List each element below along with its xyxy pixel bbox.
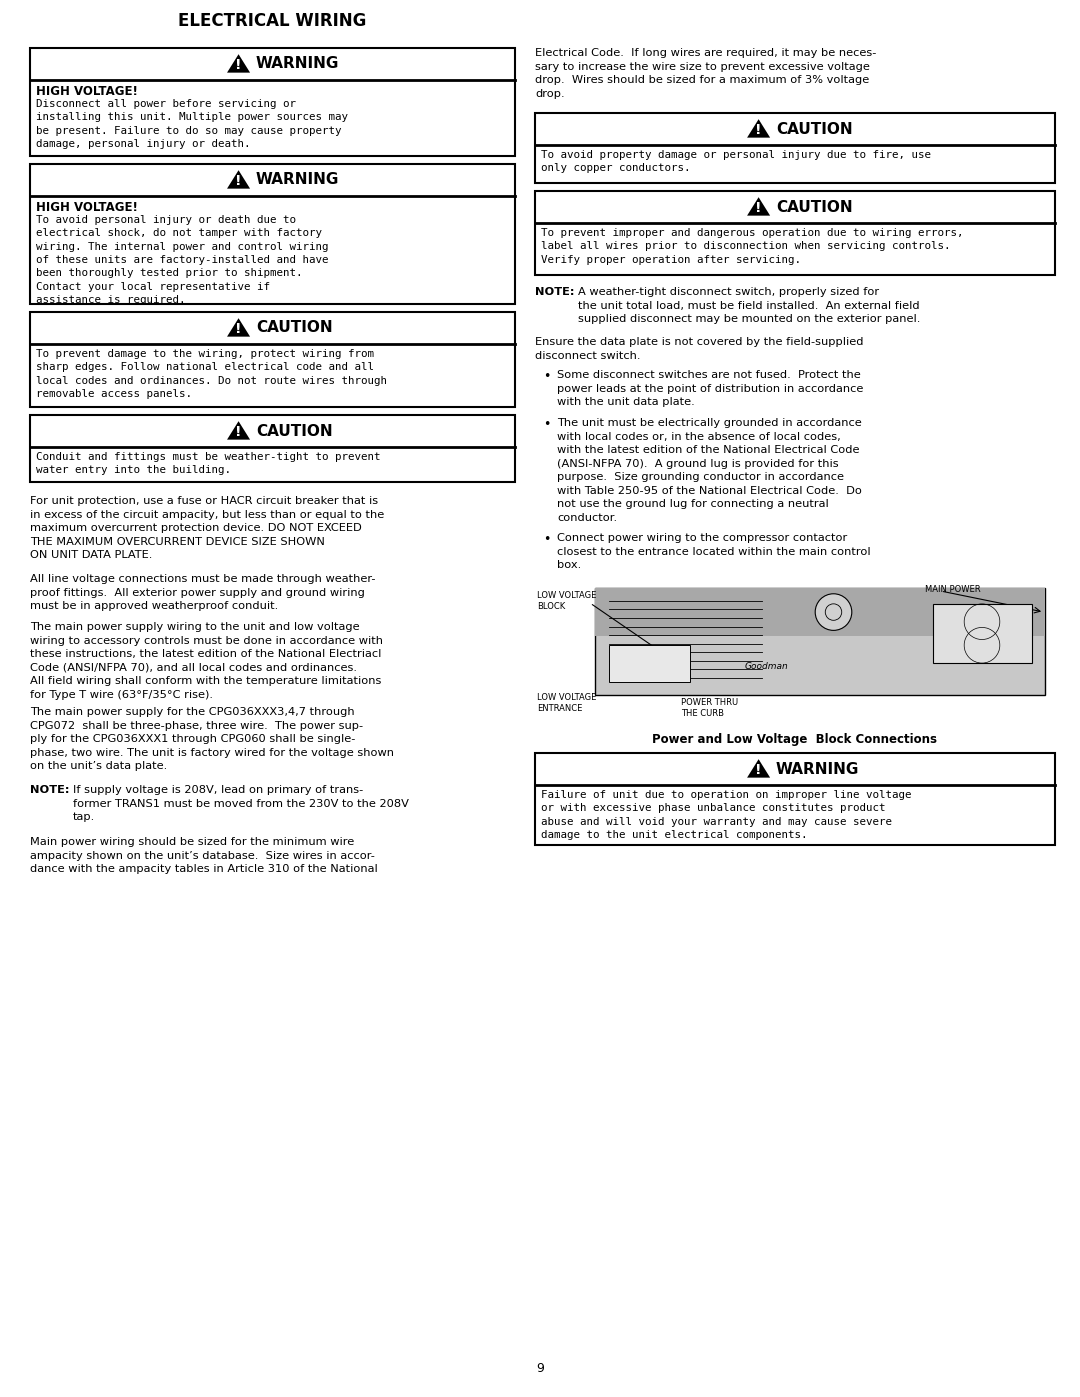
Text: To prevent improper and dangerous operation due to wiring errors,
label all wire: To prevent improper and dangerous operat…	[541, 228, 963, 264]
Text: CAUTION: CAUTION	[775, 122, 852, 137]
Text: Disconnect all power before servicing or
installing this unit. Multiple power so: Disconnect all power before servicing or…	[36, 99, 348, 149]
Polygon shape	[747, 197, 770, 215]
FancyBboxPatch shape	[535, 191, 1055, 275]
FancyBboxPatch shape	[595, 588, 1045, 694]
Text: For unit protection, use a fuse or HACR circuit breaker that is
in excess of the: For unit protection, use a fuse or HACR …	[30, 496, 384, 560]
Polygon shape	[227, 170, 251, 189]
Text: 9: 9	[536, 1362, 544, 1375]
FancyBboxPatch shape	[30, 47, 515, 156]
Text: Electrical Code.  If long wires are required, it may be neces-
sary to increase : Electrical Code. If long wires are requi…	[535, 47, 876, 99]
FancyBboxPatch shape	[535, 113, 1055, 183]
FancyBboxPatch shape	[30, 415, 515, 482]
Text: Power and Low Voltage  Block Connections: Power and Low Voltage Block Connections	[652, 733, 937, 746]
Text: POWER THRU
THE CURB: POWER THRU THE CURB	[680, 698, 738, 718]
Polygon shape	[227, 422, 251, 440]
Text: !: !	[755, 123, 761, 137]
Text: •: •	[543, 534, 551, 546]
Text: WARNING: WARNING	[775, 761, 860, 777]
Polygon shape	[747, 759, 770, 778]
Text: •: •	[543, 418, 551, 432]
Polygon shape	[227, 319, 251, 337]
Text: The unit must be electrically grounded in accordance
with local codes or, in the: The unit must be electrically grounded i…	[557, 418, 862, 522]
Text: •: •	[543, 370, 551, 383]
Text: !: !	[235, 175, 242, 189]
Text: If supply voltage is 208V, lead on primary of trans-
former TRANS1 must be moved: If supply voltage is 208V, lead on prima…	[73, 785, 409, 821]
Text: To prevent damage to the wiring, protect wiring from
sharp edges. Follow nationa: To prevent damage to the wiring, protect…	[36, 349, 387, 400]
Text: HIGH VOLTAGE!: HIGH VOLTAGE!	[36, 201, 138, 214]
Text: LOW VOLTAGE
ENTRANCE: LOW VOLTAGE ENTRANCE	[537, 693, 596, 712]
Text: Conduit and fittings must be weather-tight to prevent
water entry into the build: Conduit and fittings must be weather-tig…	[36, 453, 380, 475]
Text: LOW VOLTAGE
BLOCK: LOW VOLTAGE BLOCK	[537, 591, 596, 610]
FancyBboxPatch shape	[595, 588, 1045, 636]
Polygon shape	[747, 119, 770, 138]
FancyBboxPatch shape	[608, 644, 689, 682]
Text: A weather-tight disconnect switch, properly sized for
the unit total load, must : A weather-tight disconnect switch, prope…	[578, 286, 920, 324]
FancyBboxPatch shape	[932, 604, 1031, 664]
Text: To avoid property damage or personal injury due to fire, use
only copper conduct: To avoid property damage or personal inj…	[541, 149, 931, 173]
Text: WARNING: WARNING	[256, 172, 339, 187]
Text: NOTE:: NOTE:	[535, 286, 575, 298]
Text: !: !	[235, 425, 242, 439]
Polygon shape	[227, 54, 251, 73]
Text: CAUTION: CAUTION	[256, 320, 333, 335]
FancyBboxPatch shape	[30, 312, 515, 407]
Text: Some disconnect switches are not fused.  Protect the
power leads at the point of: Some disconnect switches are not fused. …	[557, 370, 863, 407]
Text: Ensure the data plate is not covered by the field-supplied
disconnect switch.: Ensure the data plate is not covered by …	[535, 337, 864, 360]
Text: The main power supply wiring to the unit and low voltage
wiring to accessory con: The main power supply wiring to the unit…	[30, 622, 383, 700]
Text: All line voltage connections must be made through weather-
proof fittings.  All : All line voltage connections must be mad…	[30, 574, 376, 610]
Text: !: !	[235, 59, 242, 73]
Text: Goodman: Goodman	[744, 662, 788, 671]
FancyBboxPatch shape	[30, 163, 515, 305]
Text: Connect power wiring to the compressor contactor
closest to the entrance located: Connect power wiring to the compressor c…	[557, 534, 870, 570]
Text: The main power supply for the CPG036XXX3,4,7 through
CPG072  shall be three-phas: The main power supply for the CPG036XXX3…	[30, 707, 394, 771]
Text: Main power wiring should be sized for the minimum wire
ampacity shown on the uni: Main power wiring should be sized for th…	[30, 837, 378, 875]
Circle shape	[815, 594, 852, 630]
Text: !: !	[755, 201, 761, 215]
FancyBboxPatch shape	[535, 753, 1055, 845]
Text: WARNING: WARNING	[256, 56, 339, 71]
Text: !: !	[235, 323, 242, 337]
Text: MAIN POWER: MAIN POWER	[924, 585, 981, 594]
Text: !: !	[755, 763, 761, 777]
Text: CAUTION: CAUTION	[256, 423, 333, 439]
Text: Failure of unit due to operation on improper line voltage
or with excessive phas: Failure of unit due to operation on impr…	[541, 789, 912, 840]
Text: NOTE:: NOTE:	[30, 785, 69, 795]
Text: ELECTRICAL WIRING: ELECTRICAL WIRING	[178, 13, 367, 29]
Text: CAUTION: CAUTION	[775, 200, 852, 215]
Text: To avoid personal injury or death due to
electrical shock, do not tamper with fa: To avoid personal injury or death due to…	[36, 215, 328, 305]
Text: HIGH VOLTAGE!: HIGH VOLTAGE!	[36, 85, 138, 98]
